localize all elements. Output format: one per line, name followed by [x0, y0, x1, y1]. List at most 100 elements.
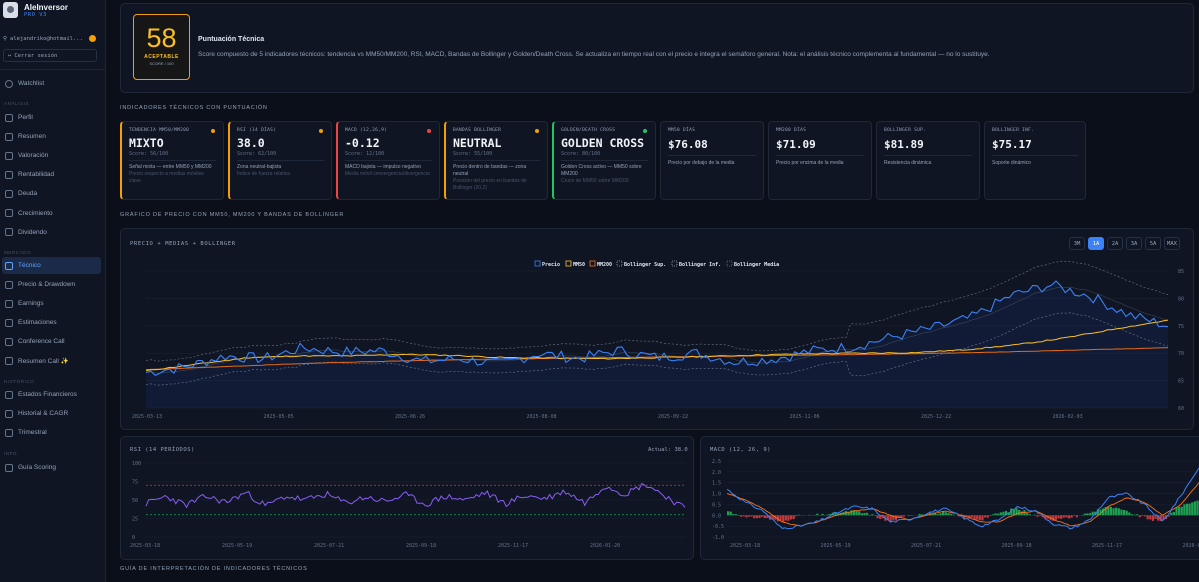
histogram-bar: [761, 515, 764, 517]
range-button-3m[interactable]: 3M: [1069, 237, 1085, 250]
sidebar-item-historico-2[interactable]: Trimestral: [2, 424, 101, 441]
status-dot-icon: [319, 129, 323, 133]
histogram-bar: [947, 513, 950, 516]
range-button-max[interactable]: MAX: [1164, 237, 1180, 250]
x-tick-label: 2025-05-19: [222, 543, 252, 549]
score-sublabel: SCORE / 100: [149, 61, 174, 66]
sidebar-item-mercado-3[interactable]: Estimaciones: [2, 314, 101, 331]
histogram-bar: [1167, 515, 1170, 517]
histogram-bar: [737, 515, 740, 516]
indicator-subdesc: Media móvil convergencia/divergencia: [345, 171, 430, 177]
indicator-subdesc: Posición del precio en bandas de Bolling…: [453, 178, 527, 191]
histogram-bar: [889, 515, 892, 523]
histogram-bar: [1133, 514, 1136, 516]
histogram-bar: [829, 513, 832, 516]
histogram-bar: [850, 510, 853, 516]
histogram-bar: [1010, 508, 1013, 516]
range-button-1a[interactable]: 1A: [1088, 237, 1104, 250]
range-button-3a[interactable]: 3A: [1126, 237, 1142, 250]
price-chart: PRECIO + MEDIAS + BOLLINGER 85 80 75 70 65 60 2…: [130, 241, 1184, 420]
histogram-bar: [936, 514, 939, 516]
histogram-bar: [865, 512, 869, 516]
sidebar-item-label: Watchlist: [18, 80, 45, 87]
legend-label: Precio: [542, 262, 560, 268]
sidebar-item-analisis-4[interactable]: Deuda: [2, 185, 101, 202]
sidebar-item-mercado-5[interactable]: Resumen Call ✨: [2, 353, 101, 370]
histogram-bar: [1183, 504, 1186, 516]
histogram-bar: [997, 513, 1000, 516]
histogram-bar: [1149, 515, 1152, 520]
sidebar-item-analisis-3[interactable]: Rentabilidad: [2, 166, 101, 183]
histogram-bar: [1117, 508, 1120, 516]
user-row: ⚲ alejandriko@hotmail...: [3, 35, 96, 42]
brand[interactable]: AIeInversor PRO V3: [3, 2, 68, 18]
sidebar-item-mercado-1[interactable]: Precio & Drawdown: [2, 276, 101, 293]
y-tick-label: 65: [1178, 379, 1184, 385]
logout-button[interactable]: ↦ Cerrar sesión: [3, 49, 97, 62]
histogram-bar: [834, 512, 837, 516]
sidebar-item-analisis-6[interactable]: Dividendo: [2, 224, 101, 241]
y-tick-label: 0.5: [712, 502, 721, 508]
logout-icon: ↦: [8, 52, 12, 59]
nav-icon: [5, 113, 13, 122]
histogram-bar: [1012, 509, 1016, 516]
stat-card: MM200 DÍAS $71.09 Precio por encima de la …: [768, 121, 872, 200]
sidebar-item-label: Historial & CAGR: [18, 410, 69, 418]
histogram-bar: [1112, 508, 1115, 516]
legend-swatch: [616, 260, 623, 267]
sidebar-item-mercado-0[interactable]: Técnico: [2, 257, 101, 274]
chart-title: PRECIO + MEDIAS + BOLLINGER: [130, 241, 236, 247]
x-tick-label: 2025-03-18: [730, 543, 760, 549]
sidebar-item-analisis-2[interactable]: Valoración: [2, 147, 101, 164]
histogram-bar: [1180, 506, 1183, 516]
nav-icon: [5, 357, 13, 365]
section-label-historico: HISTÓRICO: [4, 379, 35, 384]
histogram-bar: [986, 515, 989, 518]
sidebar-item-mercado-4[interactable]: Conference Call: [2, 333, 101, 350]
sidebar-item-watchlist[interactable]: Watchlist: [2, 75, 101, 92]
y-tick-label: 50: [132, 498, 138, 504]
range-button-2a[interactable]: 2A: [1107, 237, 1123, 250]
bollinger-middle-line: [145, 286, 1169, 374]
range-button-5a[interactable]: 5A: [1145, 237, 1161, 250]
histogram-bar: [729, 511, 732, 516]
bollinger-upper-line: [145, 260, 1169, 362]
chart-title: MACD (12, 26, 9): [710, 447, 771, 453]
indicator-subdesc: Cruce de MM50 sobre MM200: [561, 178, 629, 184]
sidebar-item-info-0[interactable]: Guía Scoring: [2, 459, 101, 476]
sidebar-item-analisis-1[interactable]: Resumen: [2, 128, 101, 145]
sidebar-item-analisis-0[interactable]: Perfil: [2, 109, 101, 126]
x-tick-label: 2025-09-18: [1002, 543, 1032, 549]
histogram-bar: [745, 515, 748, 518]
histogram-bar: [1193, 501, 1196, 516]
sidebar-item-mercado-2[interactable]: Earnings: [2, 295, 101, 312]
histogram-bar: [939, 513, 942, 516]
user-email: alejandriko@hotmail...: [10, 35, 83, 42]
section-label-analisis: ANÁLISIS: [4, 101, 30, 106]
brand-name: AIeInversor: [24, 2, 69, 12]
histogram-bar: [779, 515, 782, 521]
histogram-bar: [1088, 513, 1092, 516]
indicator-desc: MACD bajista — impulso negativo: [345, 164, 421, 170]
nav-icon: [5, 409, 13, 418]
score-label: ACEPTABLE: [144, 54, 179, 60]
sidebar-item-historico-1[interactable]: Historial & CAGR: [2, 405, 101, 422]
sidebar-item-label: Estimaciones: [18, 319, 57, 327]
histogram-bar: [881, 515, 884, 519]
sidebar-item-analisis-5[interactable]: Crecimiento: [2, 205, 101, 222]
histogram-bar: [1028, 514, 1031, 516]
nav-icon: [5, 151, 13, 160]
x-tick-label: 2025-07-21: [314, 543, 344, 549]
histogram-bar: [963, 515, 966, 519]
indicator-card: MACD (12,26,9) -0.12 Score: 12/100 MACD baj…: [336, 121, 440, 200]
sidebar-item-historico-0[interactable]: Estados Financieros: [2, 386, 101, 403]
histogram-bar: [855, 510, 858, 516]
heart-icon: [5, 79, 13, 88]
histogram-bar: [1052, 515, 1055, 521]
histogram-bar: [1091, 511, 1094, 516]
stat-desc: Precio por debajo de la media: [668, 160, 735, 166]
range-selector: 3M 1A 2A 3A 5A MAX: [1069, 237, 1180, 250]
histogram-bar: [734, 514, 738, 516]
stat-label: BOLLINGER INF.: [992, 128, 1035, 133]
y-tick-label: -0.5: [712, 524, 724, 530]
